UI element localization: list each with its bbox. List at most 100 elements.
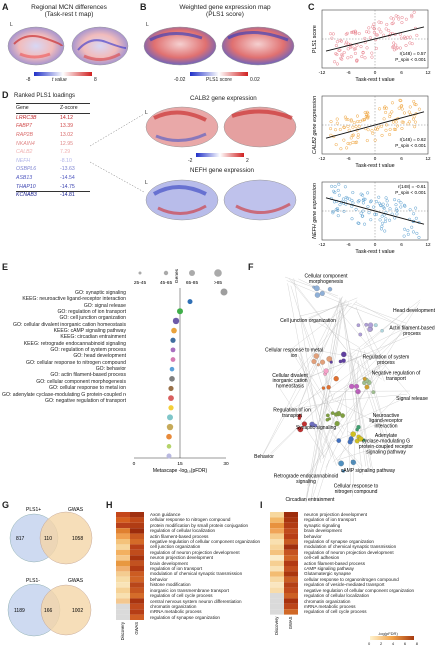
gene-name: LRRC3B — [16, 114, 37, 121]
scatter-point — [394, 14, 398, 18]
venn1-right: 1058 — [72, 536, 83, 542]
heatmap-term: negative regulation of cellular componen… — [304, 587, 415, 593]
regression-line — [325, 197, 425, 225]
network-node — [320, 359, 326, 365]
scatter-point — [330, 184, 334, 188]
network-node — [341, 351, 347, 358]
scatter-point — [361, 50, 365, 54]
enrichment-dot — [166, 423, 174, 431]
y-axis-label: NEFH gene expression — [312, 183, 318, 239]
scatter-point — [338, 127, 342, 132]
heat-cell — [284, 522, 298, 529]
legend-bin: 25-45 — [134, 280, 147, 286]
scatter-point — [357, 199, 361, 203]
panel-b-title: Weighted gene expression map (PLS1 score… — [179, 4, 271, 18]
heat-cell — [130, 528, 144, 534]
heat-cell — [270, 598, 284, 604]
scatter-point — [389, 16, 393, 20]
table-row: FABP7 13.39 — [16, 122, 90, 131]
scatter-point — [383, 219, 387, 224]
heat-cell — [116, 576, 130, 583]
scatter-point — [358, 119, 362, 123]
scatter-point — [404, 43, 408, 48]
scatter-point — [349, 118, 353, 122]
scatter-point — [399, 205, 403, 209]
venn1-left: 817 — [16, 536, 25, 542]
x-tick: 0 — [374, 70, 377, 75]
panel-label-h: H — [106, 500, 113, 510]
scatter-point — [355, 59, 359, 63]
gene-name: NKAIN4 — [16, 140, 35, 147]
scatter-point — [388, 127, 392, 131]
heat-cell — [284, 566, 298, 572]
scatter-point — [346, 124, 350, 128]
enrichment-dot — [166, 453, 172, 459]
col-gene: Gene — [16, 105, 29, 112]
scatter-point — [414, 216, 418, 220]
scatter-point — [334, 44, 338, 48]
gene-name: RAP2B — [16, 132, 34, 139]
enrichment-dot — [172, 317, 180, 325]
gene-name: ASB13 — [16, 175, 33, 182]
scatter-point — [394, 203, 398, 207]
scatter-point — [354, 32, 358, 36]
heat-cell — [130, 517, 144, 523]
scatter-point — [356, 135, 360, 139]
brain-map-calb2 — [145, 106, 297, 148]
scatter-point — [338, 203, 342, 207]
scatter-point — [394, 43, 398, 47]
scatter-point — [336, 214, 340, 218]
heat-cell — [270, 544, 284, 550]
scatter-point — [349, 55, 353, 59]
network-node — [364, 322, 369, 327]
network-node — [311, 358, 317, 365]
enrichment-dot — [168, 395, 174, 402]
scatter-point — [331, 32, 335, 36]
scatter-point — [412, 212, 416, 216]
scatter-point — [412, 10, 416, 14]
network-node — [326, 385, 331, 390]
heatmap-term: action filament-based process — [304, 560, 366, 566]
scatter-point — [377, 195, 381, 199]
panel-a-title: Regional MCN differences (Task-rest t ma… — [31, 4, 107, 18]
scatter-point — [361, 214, 365, 218]
panel-label-a: A — [2, 2, 9, 12]
scatter-point — [391, 44, 395, 49]
heat-cell — [130, 609, 144, 615]
heat-cell — [270, 587, 284, 593]
x-tick: 0 — [133, 461, 136, 467]
heat-cell — [130, 587, 144, 593]
scatter-point — [368, 36, 372, 40]
ranked-table-title: Ranked PLS1 loadings — [14, 93, 76, 99]
gene-zscore: -14.81 — [60, 192, 75, 199]
scatter-point — [373, 127, 378, 131]
scatter-point — [360, 54, 364, 59]
scatter-point — [339, 39, 344, 43]
x-tick: 0 — [374, 242, 377, 247]
scatter-point — [410, 42, 414, 46]
x-axis-label: Task-rest t value — [355, 249, 394, 255]
legend-dot — [163, 270, 169, 276]
scatter-point — [374, 212, 378, 216]
network-node — [313, 423, 318, 428]
network-node — [297, 426, 301, 431]
heatmap-term: negative regulation of cellular componen… — [150, 539, 261, 545]
scatter-point — [387, 29, 391, 33]
scatter-point — [344, 40, 348, 44]
scatter-point — [410, 13, 414, 17]
heat-cell — [284, 512, 298, 518]
scatter-point — [397, 106, 401, 110]
scatter-point — [388, 112, 392, 116]
heatmap-term: mRNA metabolic process — [150, 609, 202, 615]
network-node — [373, 323, 378, 328]
scatter-point — [377, 107, 382, 111]
scatter-point — [379, 21, 383, 25]
scatter-point — [368, 200, 373, 204]
heatmap-term: cAMP signaling pathway — [304, 566, 354, 572]
go-term: GO: synaptic signaling — [75, 290, 126, 296]
enrichment-dot — [166, 433, 172, 440]
scatter-point — [380, 221, 385, 225]
go-term: GO: cell junction organization — [59, 315, 126, 322]
legend-dot — [138, 271, 142, 275]
scatter-point — [363, 40, 367, 44]
